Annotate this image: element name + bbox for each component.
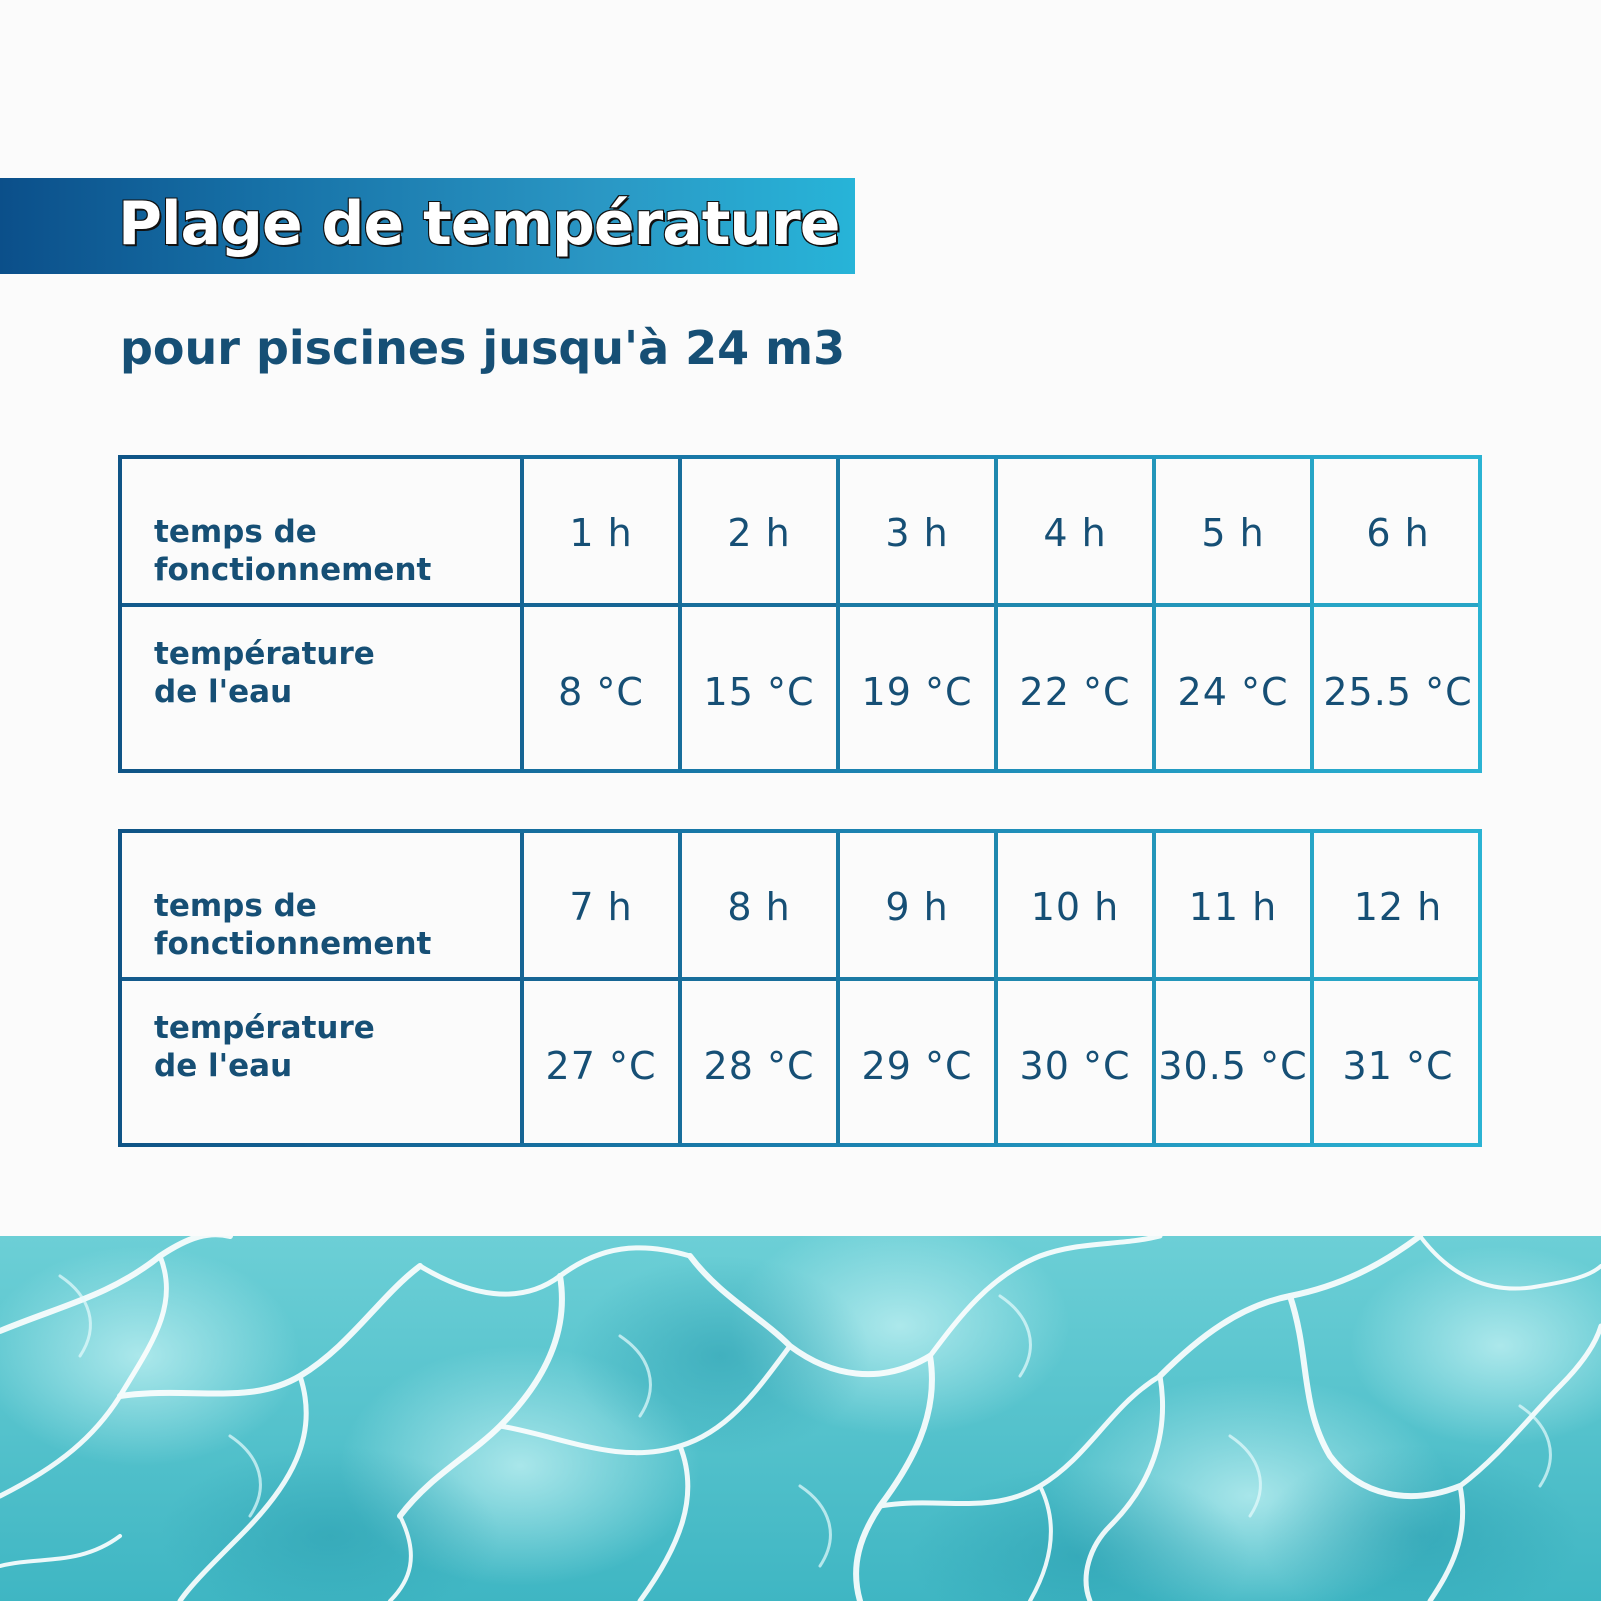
temperature-cell: 31 °C bbox=[1310, 981, 1482, 1147]
hours-cell: 2 h bbox=[678, 455, 836, 607]
hours-cell: 11 h bbox=[1152, 829, 1310, 981]
runtime-label: temps de fonctionnement bbox=[118, 829, 520, 981]
temperature-label: température de l'eau bbox=[118, 981, 520, 1147]
temperature-label-line2: de l'eau bbox=[154, 674, 293, 710]
pool-water-image bbox=[0, 1236, 1601, 1601]
temperature-cell: 30.5 °C bbox=[1152, 981, 1310, 1147]
runtime-label-line1: temps de bbox=[154, 514, 317, 550]
temperature-label-line1: température bbox=[154, 1010, 375, 1046]
temperature-cell: 24 °C bbox=[1152, 607, 1310, 773]
hours-cell: 5 h bbox=[1152, 455, 1310, 607]
hours-cell: 8 h bbox=[678, 829, 836, 981]
hours-cell: 12 h bbox=[1310, 829, 1482, 981]
runtime-label-line2: fonctionnement bbox=[154, 552, 432, 588]
temperature-table-1: temps de fonctionnement 1 h 2 h 3 h 4 h … bbox=[118, 455, 1482, 773]
hours-cell: 7 h bbox=[520, 829, 678, 981]
hours-cell: 3 h bbox=[836, 455, 994, 607]
temperature-cell: 30 °C bbox=[994, 981, 1152, 1147]
hours-cell: 9 h bbox=[836, 829, 994, 981]
temperature-cell: 27 °C bbox=[520, 981, 678, 1147]
page-subtitle: pour piscines jusqu'à 24 m3 bbox=[120, 321, 846, 375]
title-banner bbox=[0, 178, 855, 274]
temperature-cell: 15 °C bbox=[678, 607, 836, 773]
hours-cell: 1 h bbox=[520, 455, 678, 607]
temperature-cell: 29 °C bbox=[836, 981, 994, 1147]
hours-cell: 10 h bbox=[994, 829, 1152, 981]
temperature-cell: 19 °C bbox=[836, 607, 994, 773]
page-title: Plage de température bbox=[117, 188, 841, 260]
temperature-cell: 25.5 °C bbox=[1310, 607, 1482, 773]
temperature-cell: 28 °C bbox=[678, 981, 836, 1147]
temperature-table-2: temps de fonctionnement 7 h 8 h 9 h 10 h… bbox=[118, 829, 1482, 1147]
runtime-label: temps de fonctionnement bbox=[118, 455, 520, 607]
runtime-label-line2: fonctionnement bbox=[154, 926, 432, 962]
hours-cell: 4 h bbox=[994, 455, 1152, 607]
runtime-label-line1: temps de bbox=[154, 888, 317, 924]
temperature-cell: 22 °C bbox=[994, 607, 1152, 773]
hours-cell: 6 h bbox=[1310, 455, 1482, 607]
temperature-cell: 8 °C bbox=[520, 607, 678, 773]
temperature-label: température de l'eau bbox=[118, 607, 520, 773]
temperature-label-line2: de l'eau bbox=[154, 1048, 293, 1084]
temperature-label-line1: température bbox=[154, 636, 375, 672]
